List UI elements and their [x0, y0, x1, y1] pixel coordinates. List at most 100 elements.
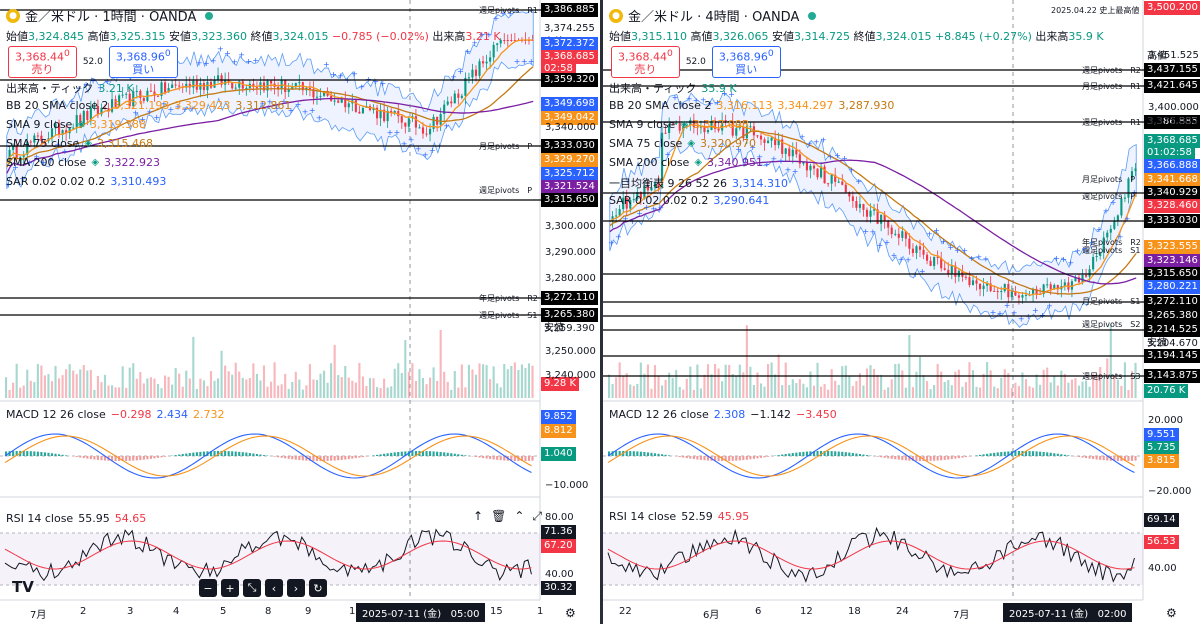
volume-bar — [238, 371, 241, 398]
price-chart-1h[interactable]: ++++++ +++++ + +++++++++ + + ++ + ++++++ ++ ++++++… — [0, 0, 600, 624]
price-tag: 3,280.221 — [1144, 280, 1200, 294]
chart-panel-1h[interactable]: + + + + + + + + + + + + + + + + + + + + + + + + + + + + + + + + + + + + + + + +… — [0, 0, 600, 624]
collapse-icon[interactable]: ⌃ — [514, 509, 525, 523]
maximize-icon[interactable]: ⤢ — [532, 509, 542, 523]
volume-bar — [308, 364, 311, 398]
visibility-eye-icon[interactable]: ◈ — [84, 138, 93, 149]
sar-dot: + — [358, 82, 365, 91]
indicator-row[interactable]: 出来高・ティック 3.21 K — [6, 81, 134, 96]
sar-dot: + — [274, 104, 281, 113]
sar-dot: + — [478, 30, 485, 39]
tradingview-logo[interactable]: TV — [12, 578, 34, 596]
volume-bar — [749, 366, 752, 398]
macd-histogram-bar — [1000, 452, 1003, 456]
settings-gear-icon[interactable]: ⚙ — [1166, 606, 1177, 620]
macd-histogram-bar — [464, 455, 467, 456]
sar-dot: + — [288, 106, 295, 115]
volume-bar — [957, 369, 960, 398]
settings-gear-icon[interactable]: ⚙ — [565, 606, 576, 620]
candle-body — [174, 84, 177, 86]
price-tag: 3,375.000 — [1147, 116, 1198, 127]
macd-histogram-bar — [202, 451, 205, 456]
price-tag: 3,386.885 — [541, 3, 598, 17]
indicator-row[interactable]: SMA 9 close ◈ 3,317.098 — [609, 118, 750, 131]
indicator-row[interactable]: SAR 0.02 0.02 0.2 3,310.493 — [6, 175, 167, 188]
volume-bar — [266, 386, 269, 398]
trash-icon[interactable]: 🗑 — [491, 509, 507, 523]
scroll-left-icon[interactable]: ‹ — [265, 579, 283, 597]
indicator-row[interactable]: SMA 75 close ◈ 3,320.970 — [609, 137, 757, 150]
sar-dot: + — [337, 72, 344, 81]
visibility-eye-icon[interactable]: ◈ — [77, 119, 86, 130]
rsi-legend[interactable]: RSI 14 close 55.95 54.65 — [6, 512, 147, 525]
macd-legend[interactable]: MACD 12 26 close −0.298 2.434 2.732 — [6, 408, 225, 421]
indicator-row[interactable]: SMA 75 close ◈ 3,315.468 — [6, 137, 154, 150]
sell-button[interactable]: 3,368.440 売り — [8, 46, 77, 78]
macd-value-tag: 1.040 — [541, 447, 576, 461]
candle-body — [993, 290, 996, 292]
indicator-row[interactable]: BB 20 SMA close 2 3,316.113 3,344.297 3,287… — [609, 99, 895, 112]
indicator-row[interactable]: SMA 9 close ◈ 3,319.388 — [6, 118, 147, 131]
reset-chart-icon[interactable]: ↻ — [309, 579, 327, 597]
arrow-up-icon[interactable]: ↑ — [473, 509, 484, 523]
zoom-out-icon[interactable]: − — [199, 579, 217, 597]
candle-body — [929, 260, 932, 266]
macd-histogram-bar — [489, 456, 492, 460]
macd-histogram-bar — [1085, 456, 1088, 459]
sar-dot: + — [855, 177, 862, 186]
sar-dot: + — [869, 228, 876, 237]
visibility-eye-icon[interactable]: ◈ — [91, 157, 100, 168]
candle-body — [671, 124, 674, 126]
indicator-row[interactable]: 出来高・ティック 35.9 K — [609, 81, 737, 96]
volume-bar — [770, 362, 773, 398]
buy-button[interactable]: 3,368.960 買い — [108, 46, 178, 78]
visibility-eye-icon[interactable]: ◈ — [687, 138, 696, 149]
volume-bar — [971, 370, 975, 398]
sar-dot: + — [1060, 255, 1067, 264]
buy-button[interactable]: 3,368.960 買い — [711, 46, 781, 78]
zoom-in-icon[interactable]: + — [221, 579, 239, 597]
candle-body — [996, 291, 999, 293]
sar-dot: + — [210, 57, 217, 66]
volume-bar — [171, 384, 174, 398]
reset-zoom-icon[interactable]: ⤡ — [243, 579, 261, 597]
sar-dot: + — [749, 143, 756, 152]
volume-bar — [305, 385, 308, 398]
macd-histogram-bar — [1035, 451, 1038, 456]
indicator-row[interactable]: SMA 200 close ◈ 3,322.923 — [6, 156, 161, 169]
price-tag: 3,333.030 — [541, 139, 598, 153]
volume-bar — [418, 369, 421, 398]
price-tag: 3,315.650 — [541, 193, 598, 207]
volume-bar — [192, 336, 195, 398]
sar-dot: + — [1004, 301, 1011, 310]
volume-bar — [805, 387, 808, 398]
macd-legend[interactable]: MACD 12 26 close 2.308 −1.142 −3.450 — [609, 408, 837, 421]
volume-bar — [1021, 372, 1024, 398]
indicator-row[interactable]: 一目均衡表 9 26 52 26 3,314.310 — [609, 176, 788, 191]
indicator-row[interactable]: SAR 0.02 0.02 0.2 3,290.641 — [609, 194, 770, 207]
rsi-ma-line — [607, 540, 1135, 570]
panel-divider[interactable] — [600, 0, 603, 624]
sell-button[interactable]: 3,368.440 売り — [611, 46, 680, 78]
rsi-legend[interactable]: RSI 14 close 52.59 45.95 — [609, 510, 750, 523]
time-axis-label: 18 — [848, 606, 861, 617]
macd-histogram-bar — [1063, 454, 1066, 456]
indicator-row[interactable]: SMA 200 close ◈ 3,340.951 — [609, 156, 764, 169]
visibility-eye-icon[interactable]: ◈ — [680, 119, 689, 130]
chart-panel-4h[interactable]: + + + + + + + + + + + + + + + + + + + + + + + + + + + + + + + + + + + + + + + +… — [603, 0, 1200, 624]
macd-histogram-bar — [460, 454, 463, 456]
symbol-header[interactable]: ● 金／米ドル · 4時間 · OANDA — [609, 6, 817, 25]
macd-histogram-bar — [344, 456, 347, 460]
scroll-right-icon[interactable]: › — [287, 579, 305, 597]
macd-histogram-bar — [40, 452, 43, 456]
candle-body — [805, 162, 808, 171]
macd-histogram-bar — [365, 456, 368, 457]
volume-bar — [65, 369, 68, 398]
indicator-row[interactable]: BB 20 SMA close 2 3,321.193 3,329.423 3,312… — [6, 99, 292, 112]
candle-body — [795, 149, 798, 155]
visibility-eye-icon[interactable]: ◈ — [694, 157, 703, 168]
macd-histogram-bar — [865, 455, 869, 456]
symbol-header[interactable]: ● 金／米ドル · 1時間 · OANDA — [6, 6, 214, 25]
price-chart-4h[interactable]: +++++ + +++++ + + + ++ +++++++ ++ +++ + ++ + ++++ ++ ++… — [603, 0, 1200, 624]
macd-histogram-bar — [114, 456, 117, 462]
